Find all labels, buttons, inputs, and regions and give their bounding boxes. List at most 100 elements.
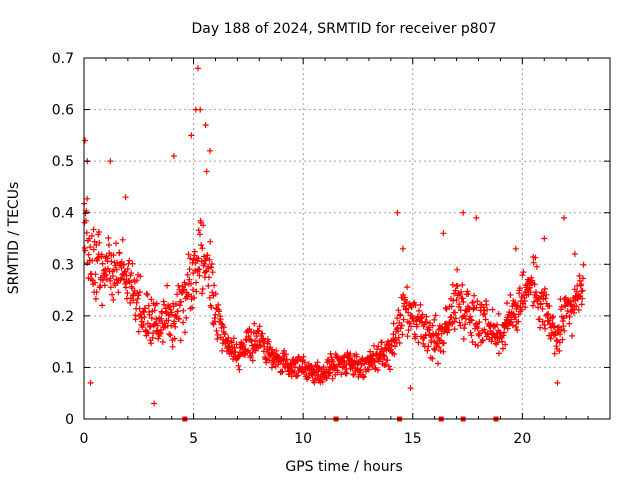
data-point [113,240,120,247]
y-tick-label: 0.5 [52,154,74,170]
data-point [319,378,326,385]
data-point [255,327,262,334]
data-point [141,314,148,321]
data-point [124,290,131,296]
data-point [108,258,115,265]
data-point [146,311,153,318]
data-point [196,272,203,279]
data-point [91,238,98,245]
data-point [496,350,502,357]
data-point [519,272,526,279]
data-point [461,325,468,332]
data-point [448,314,455,320]
data-point [552,330,559,337]
data-point [485,331,491,338]
data-point [301,359,308,366]
data-point [417,301,424,308]
data-point [126,278,132,285]
data-point [483,301,490,308]
data-point [235,362,242,369]
data-point [575,306,582,313]
data-point [225,334,232,341]
data-point [130,297,137,304]
data-point [211,282,218,289]
data-point [407,385,414,392]
data-point [103,271,109,278]
data-point [408,323,414,330]
data-point [120,261,127,268]
data-point [144,291,151,298]
data-point [189,304,196,311]
data-point [249,349,256,356]
data-point [454,282,461,289]
data-point [153,316,160,323]
data-point [456,319,463,326]
data-point [573,303,580,310]
data-point [541,235,548,242]
data-point [305,374,312,381]
data-point [431,316,438,323]
data-point [329,375,336,382]
data-point [113,266,120,273]
data-point [440,340,447,346]
data-point [526,284,533,291]
data-point [415,339,422,346]
data-point [202,122,209,128]
data-point [391,351,398,358]
data-point [136,289,143,296]
data-point [397,312,404,319]
data-point [367,348,374,355]
data-point [382,361,389,368]
data-point [554,379,561,386]
data-point [504,325,511,332]
data-point [452,309,459,316]
data-point [190,286,196,293]
data-point [394,315,401,322]
data-point [571,251,578,257]
data-point [461,312,468,319]
data-point [398,322,405,329]
data-point [148,296,155,303]
data-point [174,308,181,315]
data-point [171,318,178,325]
data-point [467,313,474,320]
data-point [522,304,529,311]
data-point [561,327,568,334]
data-point [168,311,175,318]
data-point [89,257,96,264]
data-point [452,315,459,322]
data-point [424,347,431,354]
data-point [482,316,489,323]
data-point [92,271,99,278]
data-point [489,306,496,313]
data-point [462,321,468,328]
data-point [114,259,121,266]
data-point [566,313,573,320]
data-point [457,322,464,329]
data-point [465,305,472,312]
data-point [473,214,480,221]
data-point [182,329,188,336]
data-point [434,331,440,338]
data-point [445,327,452,334]
data-point [437,348,444,354]
data-point [423,319,430,326]
data-point [571,309,577,316]
data-point [557,331,564,338]
data-point [481,310,488,317]
data-point [136,305,143,312]
data-point [403,306,410,313]
data-point [82,247,89,254]
data-point [449,281,456,288]
data-point [578,281,585,288]
data-point [106,242,112,248]
data-point [228,339,235,346]
data-point [311,379,318,386]
data-point [542,295,549,302]
data-point [334,369,341,376]
data-point [126,257,133,264]
data-point [531,281,538,288]
data-point [175,282,182,289]
data-point [207,238,214,245]
data-point [109,273,116,279]
